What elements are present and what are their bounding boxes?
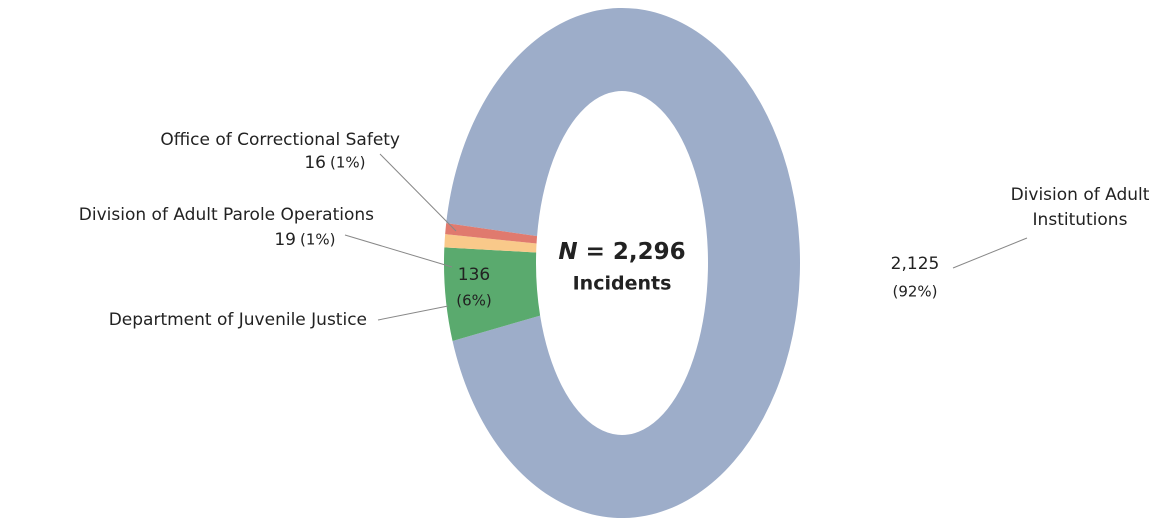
category-label: Department of Juvenile Justice xyxy=(109,310,367,330)
leader-line xyxy=(344,234,453,268)
leader-line xyxy=(952,237,1028,269)
value-label: 19 xyxy=(274,230,296,250)
slice xyxy=(445,223,538,244)
slice xyxy=(446,7,800,518)
percent-label: (1%) xyxy=(300,231,336,249)
slice xyxy=(444,247,541,342)
value-label: 16 xyxy=(304,153,326,173)
category-label: Office of Correctional Safety xyxy=(160,130,400,150)
center-title: N = 2,296 xyxy=(558,239,685,265)
percent-label: (92%) xyxy=(892,283,937,301)
category-label: Division of Adult Parole Operations xyxy=(79,205,374,225)
category-label: Division of Adult Institutions xyxy=(1011,185,1150,230)
value-label: 2,125 xyxy=(891,254,940,274)
slice xyxy=(444,234,537,253)
center-subtitle: Incidents xyxy=(573,273,672,295)
leader-line xyxy=(377,305,449,321)
value-label: 136 xyxy=(458,265,490,285)
percent-label: (1%) xyxy=(330,154,366,172)
percent-label: (6%) xyxy=(456,292,492,310)
leader-line xyxy=(379,153,457,232)
